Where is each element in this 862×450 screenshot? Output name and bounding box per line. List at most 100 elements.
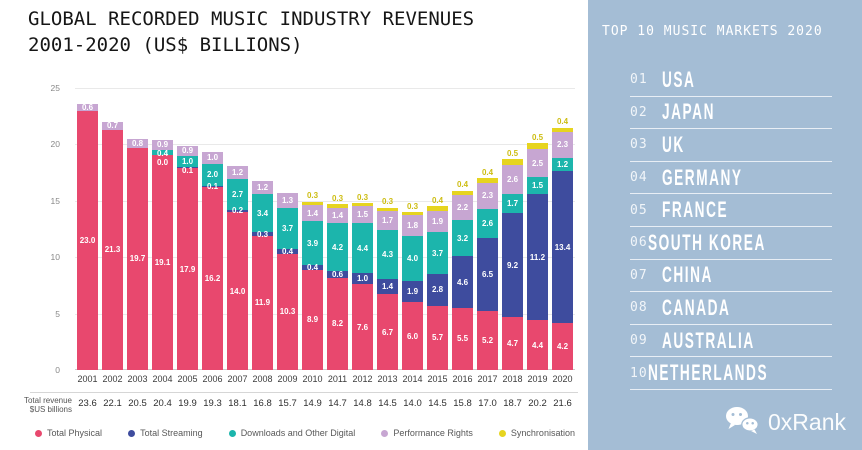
segment-total-physical: [177, 168, 198, 370]
legend-item-total-physical: Total Physical: [35, 428, 102, 438]
segment-total-physical: [352, 284, 373, 370]
segment-label: 4.4: [531, 340, 544, 350]
x-axis-label: 2003: [127, 374, 148, 384]
segment-performance-rights: [127, 138, 148, 148]
segment-performance-rights: [402, 215, 423, 236]
rank-number: 10: [630, 365, 648, 381]
segment-label: 21.3: [104, 245, 121, 255]
y-axis-tick: 5: [55, 308, 60, 319]
total-value: 23.6: [78, 398, 97, 409]
x-axis-label: 2012: [352, 374, 373, 384]
x-axis-label: 2020: [552, 374, 573, 384]
sidebar-top10-markets: TOP 10 MUSIC MARKETS 2020 01 USA 02 JAPAN 03…: [588, 0, 862, 450]
segment-performance-rights: [527, 148, 548, 178]
segment-label: 1.5: [531, 181, 544, 191]
segment-label: 2.3: [556, 140, 569, 150]
legend-item-performance-rights: Performance Rights: [381, 428, 473, 438]
segment-label: 23.0: [79, 235, 96, 245]
y-axis: 0 5 10 15 20 25: [36, 83, 66, 375]
segment-performance-rights: [177, 145, 198, 156]
legend-dot-icon: [381, 429, 389, 437]
segment-performance-rights: [352, 206, 373, 224]
segment-label: 0.4: [556, 116, 569, 126]
segment-label: 2.0: [206, 170, 219, 180]
segment-label: 0.3: [406, 201, 419, 211]
rank-number: 01: [630, 72, 648, 88]
rank-number: 02: [630, 104, 648, 120]
segment-performance-rights: [227, 165, 248, 180]
segment-label: 10.3: [279, 307, 296, 317]
segment-label: 0.4: [456, 180, 469, 190]
gridline: [75, 144, 575, 146]
segment-label: 0.3: [356, 192, 369, 202]
segment-total-physical: [452, 307, 473, 370]
bar-column-2019: 0.5 2.5 1.5 11.2 4.4: [525, 88, 550, 370]
segment-label: 1.9: [406, 287, 419, 297]
segment-total-physical: [402, 302, 423, 370]
segment-synchronisation: [402, 212, 423, 216]
segment-performance-rights: [102, 121, 123, 130]
segment-downloads-and-other-digital: [252, 194, 273, 233]
segment-downloads-and-other-digital: [377, 230, 398, 279]
x-axis-label: 2001: [77, 374, 98, 384]
segment-label: 4.2: [556, 341, 569, 351]
total-value: 19.3: [203, 398, 222, 409]
segment-label: 1.2: [256, 182, 269, 192]
segment-label: 0.1: [206, 182, 219, 192]
rank-row-france: 05 FRANCE: [630, 194, 832, 227]
segment-label: 0.0: [156, 158, 169, 168]
segment-label: 0.7: [106, 121, 119, 131]
segment-total-physical: [277, 253, 298, 370]
segment-performance-rights: [427, 210, 448, 233]
x-axis-label: 2007: [227, 374, 248, 384]
country-name: SOUTH KOREA: [647, 229, 766, 255]
segment-downloads-and-other-digital: [177, 155, 198, 167]
segment-label: 7.6: [356, 322, 369, 332]
segment-total-physical: [377, 294, 398, 370]
segment-label: 4.2: [331, 242, 344, 252]
x-axis-label: 2019: [527, 374, 548, 384]
x-axis-label: 2002: [102, 374, 123, 384]
segment-total-physical: [477, 311, 498, 370]
bar-column-2016: 0.4 2.2 3.2 4.6 5.5: [450, 88, 475, 370]
segment-label: 1.0: [181, 156, 194, 166]
segment-total-physical: [302, 269, 323, 370]
segment-label: 13.4: [554, 242, 571, 252]
segment-label: 2.6: [481, 218, 494, 228]
segment-downloads-and-other-digital: [277, 207, 298, 250]
segment-label: 16.2: [204, 274, 221, 284]
rank-row-south-korea: 06 SOUTH KOREA: [630, 227, 832, 260]
bar-column-2009: 1.3 3.7 0.4 10.3: [275, 88, 300, 370]
segment-synchronisation: [302, 201, 323, 206]
segment-performance-rights: [552, 132, 573, 158]
legend-label: Synchronisation: [510, 428, 575, 438]
y-axis-tick: 20: [50, 139, 60, 150]
segment-label: 2.5: [531, 158, 544, 168]
segment-label: 11.9: [254, 298, 271, 308]
segment-downloads-and-other-digital: [452, 219, 473, 257]
bar-column-2005: 0.9 1.0 0.1 17.9: [175, 88, 200, 370]
segment-synchronisation: [327, 204, 348, 208]
total-value: 20.2: [528, 398, 547, 409]
plot-area: 0.6 23.0 0.7 21.3 0.8 19.7 0.9 0.4 0.0 19.1 0.9 1.0…: [75, 88, 575, 370]
legend-label: Total Physical: [47, 428, 103, 438]
total-value: 14.5: [428, 398, 447, 409]
segment-label: 9.2: [506, 260, 519, 270]
segment-total-streaming: [502, 213, 523, 317]
total-value: 16.8: [253, 398, 272, 409]
segment-total-streaming: [552, 171, 573, 323]
total-value: 15.7: [278, 398, 297, 409]
segment-label: 1.5: [356, 210, 369, 220]
segment-downloads-and-other-digital: [327, 223, 348, 271]
segment-label: 3.9: [306, 238, 319, 248]
total-value: 14.0: [403, 398, 422, 409]
segment-label: 17.9: [179, 264, 196, 274]
segment-synchronisation: [552, 127, 573, 132]
rank-number: 06: [630, 235, 648, 251]
segment-performance-rights: [202, 152, 223, 164]
total-value: 17.0: [478, 398, 497, 409]
bar-column-2012: 0.3 1.5 4.4 1.0 7.6: [350, 88, 375, 370]
x-axis-label: 2017: [477, 374, 498, 384]
y-axis-tick: 25: [50, 83, 60, 93]
segment-label: 3.4: [256, 208, 269, 218]
